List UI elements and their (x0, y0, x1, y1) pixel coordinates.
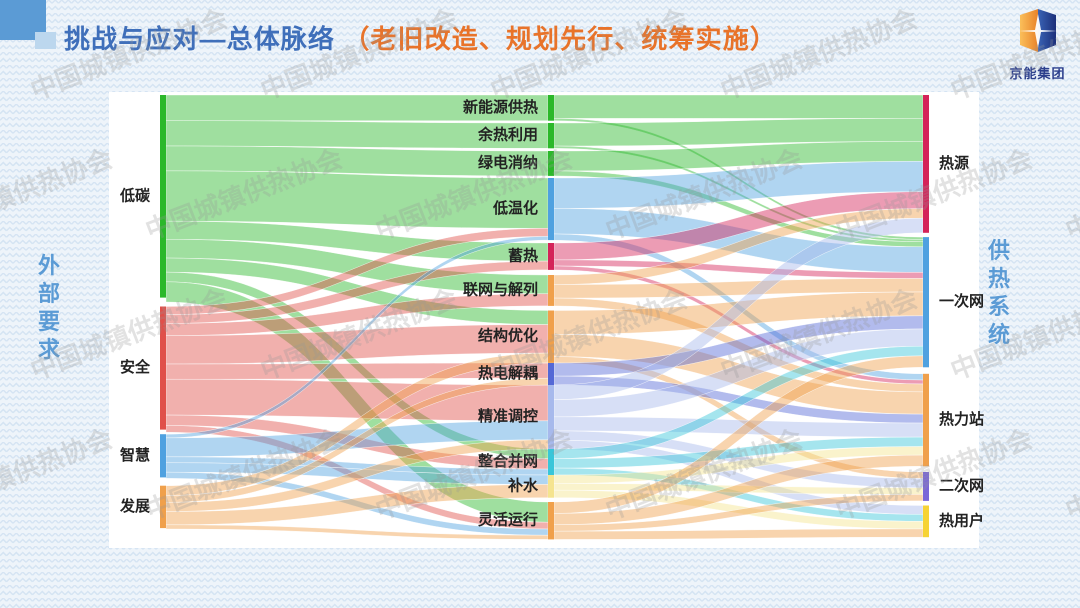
svg-text:一次网: 一次网 (939, 292, 984, 310)
svg-text:精准调控: 精准调控 (478, 407, 538, 425)
svg-text:发展: 发展 (119, 497, 150, 515)
svg-text:热力站: 热力站 (939, 410, 984, 428)
svg-text:二次网: 二次网 (939, 476, 984, 494)
svg-text:补水: 补水 (507, 476, 539, 494)
svg-text:安全: 安全 (120, 358, 151, 376)
svg-text:热源: 热源 (939, 154, 969, 172)
svg-text:蓄热: 蓄热 (508, 246, 538, 264)
svg-text:灵活运行: 灵活运行 (478, 511, 538, 529)
svg-text:热电解耦: 热电解耦 (478, 364, 538, 382)
svg-text:低温化: 低温化 (492, 199, 538, 217)
svg-text:热用户: 热用户 (939, 511, 984, 529)
svg-text:智慧: 智慧 (120, 446, 150, 464)
svg-text:绿电消纳: 绿电消纳 (478, 153, 538, 171)
svg-text:结构优化: 结构优化 (478, 327, 538, 345)
svg-text:联网与解列: 联网与解列 (463, 280, 538, 298)
svg-text:整合并网: 整合并网 (478, 452, 538, 470)
svg-text:余热利用: 余热利用 (477, 126, 538, 144)
svg-text:新能源供热: 新能源供热 (463, 98, 538, 116)
svg-text:低碳: 低碳 (119, 186, 151, 204)
